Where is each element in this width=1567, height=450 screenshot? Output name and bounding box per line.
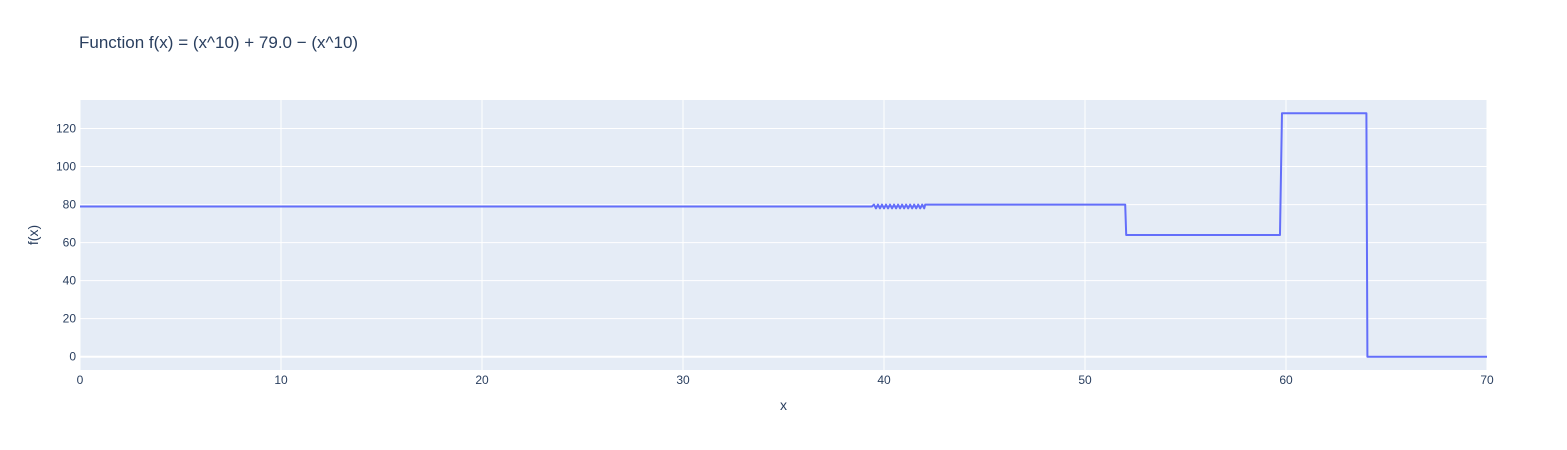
y-tick-label: 20 xyxy=(63,312,77,326)
x-tick-label: 50 xyxy=(1078,373,1092,387)
x-tick-label: 70 xyxy=(1480,373,1494,387)
y-tick-label: 100 xyxy=(56,160,76,174)
series-line xyxy=(80,112,1487,358)
y-axis-ticks: 0 20 40 60 80 100 120 xyxy=(56,122,76,364)
x-axis-ticks: 0 10 20 30 40 50 60 70 xyxy=(77,373,1494,387)
y-tick-label: 0 xyxy=(69,350,76,364)
x-tick-label: 10 xyxy=(274,373,288,387)
series-layer xyxy=(80,112,1487,358)
x-tick-label: 40 xyxy=(877,373,891,387)
x-tick-label: 30 xyxy=(676,373,690,387)
x-tick-label: 60 xyxy=(1279,373,1293,387)
y-tick-label: 40 xyxy=(63,274,77,288)
chart-title: Function f(x) = (x^10) + 79.0 − (x^10) xyxy=(79,33,359,52)
x-tick-label: 20 xyxy=(475,373,489,387)
grid-lines xyxy=(79,100,1488,370)
y-tick-label: 80 xyxy=(63,198,77,212)
x-tick-label: 0 xyxy=(77,373,84,387)
y-tick-label: 120 xyxy=(56,122,76,136)
x-axis-title: x xyxy=(780,397,787,413)
y-tick-label: 60 xyxy=(63,236,77,250)
y-axis-title: f(x) xyxy=(25,225,41,245)
